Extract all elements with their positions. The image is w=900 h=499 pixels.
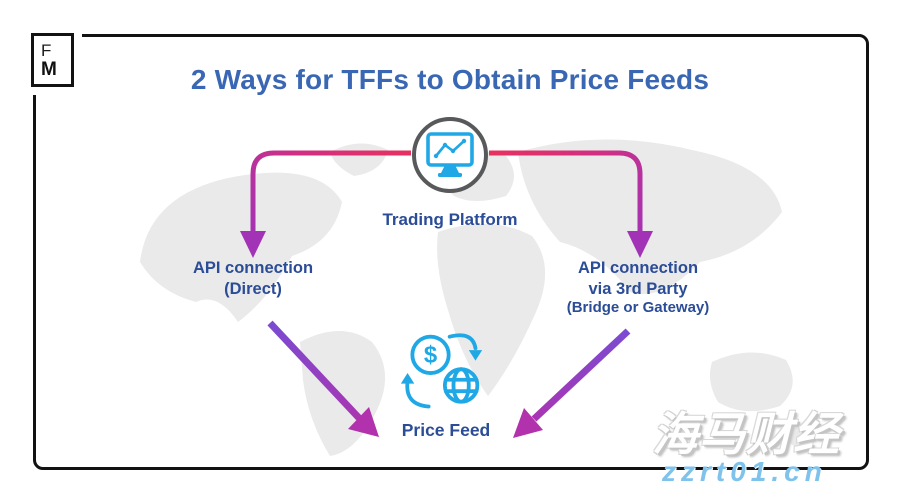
api-thirdparty-label: API connection via 3rd Party (Bridge or … (538, 258, 738, 318)
page-title: 2 Ways for TFFs to Obtain Price Feeds (190, 64, 710, 95)
api-thirdparty-line1: API connection (577, 259, 699, 277)
svg-text:$: $ (424, 342, 437, 369)
currency-exchange-globe-icon: $ (400, 333, 483, 409)
api-direct-label: API connection (Direct) (153, 258, 353, 299)
api-direct-line2: (Direct) (224, 279, 282, 298)
trading-platform-label: Trading Platform (382, 210, 518, 229)
api-direct-line1: API connection (192, 259, 314, 277)
fm-logo-letter-f: F (41, 40, 52, 60)
watermark-brand-text: 海马财经 (652, 408, 840, 460)
price-feed-label: Price Feed (401, 420, 491, 440)
monitor-chart-icon (426, 132, 474, 177)
border-frame (33, 34, 869, 470)
api-thirdparty-line2: via 3rd Party (588, 279, 688, 298)
watermark-site-url: zzrt01.cn (662, 456, 827, 487)
trading-platform-node (412, 117, 488, 193)
fm-logo-letter-m: M (41, 58, 57, 80)
fm-logo: F M (31, 33, 74, 87)
api-thirdparty-line3: (Bridge or Gateway) (566, 299, 710, 317)
